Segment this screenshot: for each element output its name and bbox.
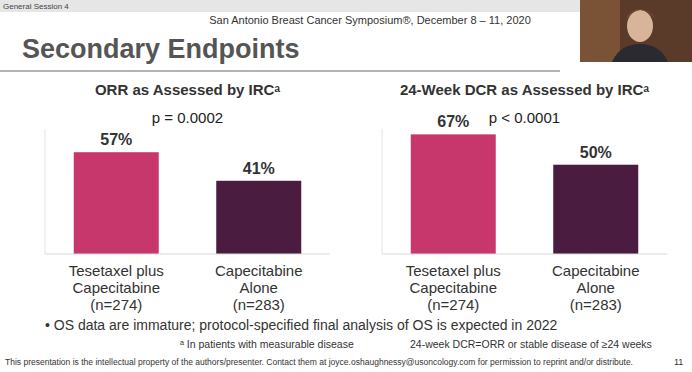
category-label: CapecitabineAlone(n=283) — [552, 262, 640, 313]
category-line: (n=274) — [90, 296, 142, 313]
data-label: 67% — [437, 113, 469, 130]
data-label: 41% — [243, 160, 275, 177]
category-line: Capecitabine — [72, 279, 160, 296]
bars — [411, 134, 639, 254]
webcam-hair — [626, 9, 656, 20]
webcam-backdrop — [580, 0, 620, 62]
page-number: 11 — [674, 357, 683, 367]
copyright: This presentation is the intellectual pr… — [5, 357, 633, 367]
footnote: ᵃ In patients with measurable disease — [180, 338, 354, 350]
category-line: Alone — [577, 279, 615, 296]
category-label: Tesetaxel plusCapecitabine(n=274) — [406, 262, 501, 313]
bar — [74, 152, 159, 254]
webcam-feed — [580, 0, 692, 62]
webcam-face — [627, 10, 653, 42]
category-line: Alone — [240, 279, 278, 296]
session-label: General Session 4 — [3, 2, 69, 11]
header: San Antonio Breast Cancer Symposium®, De… — [209, 14, 531, 26]
bullet-text: • OS data are immature; protocol-specifi… — [45, 317, 557, 333]
category-line: Capecitabine — [409, 279, 497, 296]
y-axis-line — [382, 129, 383, 254]
footnote: 24-week DCR=ORR or stable disease of ≥24… — [410, 338, 652, 350]
chart-title: ORR as Assessed by IRCᵃ — [95, 81, 281, 98]
chart: 24-Week DCR as Assessed by IRCᵃ p < 0.000… — [382, 81, 667, 313]
baseline — [382, 254, 667, 255]
category-line: Tesetaxel plus — [69, 262, 164, 279]
bars — [74, 152, 302, 254]
bar — [216, 181, 301, 254]
y-axis-line — [45, 129, 46, 254]
data-label: 57% — [100, 131, 132, 148]
bar — [411, 134, 496, 254]
p-value: p = 0.0002 — [152, 109, 223, 126]
category-line: Tesetaxel plus — [406, 262, 501, 279]
category-label: Tesetaxel plusCapecitabine(n=274) — [69, 262, 164, 313]
chart-title: 24-Week DCR as Assessed by IRCᵃ — [400, 81, 649, 98]
category-label: CapecitabineAlone(n=283) — [215, 262, 303, 313]
webcam-frame — [580, 0, 692, 62]
slide-title: Secondary Endpoints — [22, 34, 300, 64]
category-line: Capecitabine — [215, 262, 303, 279]
slide-background — [0, 0, 692, 372]
title-rule — [0, 70, 560, 72]
bar — [553, 165, 638, 254]
category-line: Capecitabine — [552, 262, 640, 279]
p-value: p < 0.0001 — [489, 109, 560, 126]
webcam-body — [612, 44, 668, 62]
category-line: (n=283) — [570, 296, 622, 313]
data-label: 50% — [580, 144, 612, 161]
chart: ORR as Assessed by IRCᵃ p = 0.0002 57% Tese… — [45, 81, 330, 313]
category-line: (n=283) — [233, 296, 285, 313]
category-line: (n=274) — [427, 296, 479, 313]
baseline — [45, 254, 330, 255]
